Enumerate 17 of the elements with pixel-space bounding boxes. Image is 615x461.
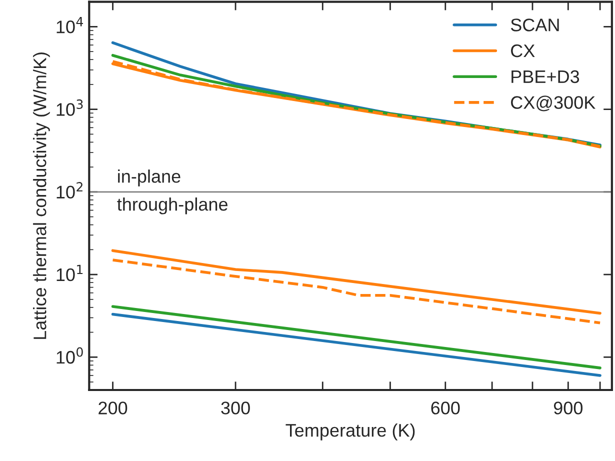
x-tick-label: 300: [221, 402, 250, 414]
y-tick-label: 10$^{4}$: [56, 17, 84, 34]
annotation: in-plane: [118, 170, 180, 186]
y-tick-label: 10$^{0}$: [56, 347, 83, 364]
annotation: through-plane: [117, 197, 228, 214]
x-axis-title: Temperature (K): [286, 424, 415, 440]
legend-label: PBE+D3: [512, 70, 580, 84]
y-tick-label: 10$^{3}$: [56, 99, 83, 116]
x-tick-label: 900: [554, 402, 583, 414]
legend-label: CX: [511, 44, 535, 58]
x-tick-label: 200: [98, 402, 128, 414]
y-axis-title: Lattice thermal conductivity (W/m/K): [33, 52, 50, 339]
y-tick-label: 10$^{1}$: [56, 264, 83, 282]
y-tick-label: 10$^{2}$: [56, 182, 82, 199]
x-tick-label: 600: [431, 402, 460, 414]
legend-label: CX@300K: [511, 96, 596, 112]
legend-label: SCAN: [510, 18, 559, 32]
